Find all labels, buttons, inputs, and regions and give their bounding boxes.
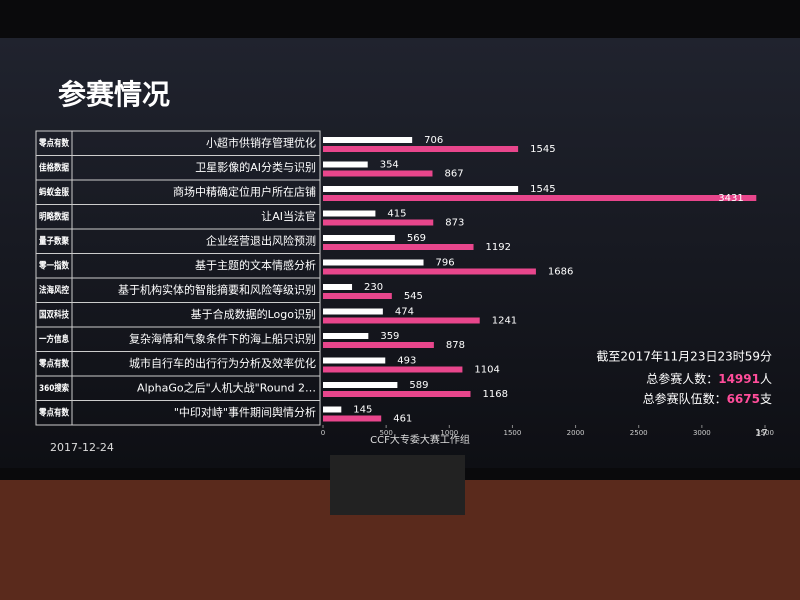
bar: [323, 342, 434, 348]
page-number: 17: [755, 428, 768, 439]
value-label: 545: [404, 291, 423, 302]
value-label: 878: [446, 340, 465, 351]
value-label: 569: [407, 233, 426, 244]
x-tick-label: 3000: [693, 429, 711, 437]
value-label: 3431: [718, 193, 743, 204]
value-label: 359: [380, 331, 399, 342]
value-label: 706: [424, 135, 443, 146]
footer: CCF大专委大赛工作组: [370, 433, 470, 446]
bar: [323, 317, 480, 324]
category-label: 基于合成数据的Logo识别: [191, 307, 316, 321]
sponsor-label: 国双科技: [39, 308, 70, 320]
value-label: 145: [353, 405, 372, 416]
value-label: 493: [397, 356, 416, 367]
value-label: 796: [436, 258, 455, 269]
sponsor-label: 零点有数: [38, 137, 70, 149]
note-label: 总参赛人数：: [646, 371, 718, 386]
bar: [323, 308, 383, 315]
bar: [323, 146, 519, 152]
sponsor-label: 一方信息: [39, 333, 69, 345]
value-label: 461: [393, 414, 412, 425]
sponsor-label: 佳格数据: [39, 161, 69, 173]
note-value: 14991: [718, 372, 760, 386]
sponsor-label: 零一指数: [38, 259, 70, 271]
category-label: 小超市供销存管理优化: [206, 135, 316, 149]
note-label: 总参赛队伍数：: [643, 391, 727, 406]
bar: [323, 382, 398, 388]
sponsor-label: 蚂蚁金服: [39, 186, 70, 198]
value-label: 1545: [530, 144, 555, 155]
note-unit: 支: [760, 392, 772, 406]
category-label: 企业经营退出风险预测: [206, 233, 316, 247]
value-label: 474: [395, 307, 414, 318]
category-label: AlphaGo之后"人机大战"Round 2…: [137, 380, 316, 394]
x-tick-label: 1500: [504, 429, 522, 437]
date: 2017-12-24: [50, 441, 114, 454]
category-label: "中印对峙"事件期间舆情分析: [174, 405, 316, 419]
bar: [323, 357, 386, 364]
chart-title: 参赛情况: [58, 78, 170, 111]
bar: [323, 415, 382, 422]
value-label: 1545: [530, 184, 555, 195]
note-unit: 人: [760, 372, 772, 386]
value-label: 873: [445, 218, 464, 229]
sponsor-label: 零点有数: [38, 357, 70, 369]
bar: [323, 259, 424, 266]
x-tick-label: 2500: [630, 429, 648, 437]
sponsor-label: 量子数聚: [39, 235, 70, 247]
category-label: 基于主题的文本情感分析: [195, 258, 316, 272]
sponsor-label: 法海风控: [39, 284, 69, 296]
bar: [323, 137, 413, 143]
value-label: 1168: [483, 389, 508, 400]
bar: [323, 195, 757, 201]
value-label: 1104: [474, 365, 499, 376]
value-label: 867: [444, 169, 463, 180]
bar: [323, 244, 474, 250]
bar: [323, 235, 395, 241]
sponsor-label: 360搜索: [39, 382, 69, 394]
bar: [323, 366, 463, 373]
value-label: 1241: [492, 316, 517, 327]
x-tick-label: 1000: [440, 429, 458, 437]
value-label: 230: [364, 282, 383, 293]
bar: [323, 161, 368, 168]
bar: [323, 219, 434, 226]
bar: [323, 391, 471, 397]
value-label: 1686: [548, 267, 573, 278]
category-label: 卫星影像的AI分类与识别: [195, 160, 316, 174]
bar: [323, 186, 519, 192]
bar: [323, 293, 392, 299]
x-tick-label: 3500: [756, 429, 774, 437]
x-tick-label: 500: [379, 429, 392, 437]
category-label: 基于机构实体的智能摘要和风险等级识别: [118, 282, 316, 296]
bar: [323, 333, 369, 339]
value-label: 1192: [486, 242, 511, 253]
bar: [323, 284, 353, 290]
category-label: 商场中精确定位用户所在店铺: [173, 184, 316, 198]
bar: [323, 268, 536, 275]
monitor: [330, 455, 465, 515]
note-cutoff: 截至2017年11月23日23时59分: [596, 350, 772, 364]
category-label: 让AI当法官: [261, 209, 316, 223]
sponsor-label: 明略数据: [39, 210, 69, 222]
category-label: 城市自行车的出行行为分析及效率优化: [129, 356, 316, 370]
note-participants: 总参赛人数：14991人: [646, 371, 772, 386]
bar: [323, 170, 433, 177]
note-teams: 总参赛队伍数：6675支: [643, 391, 772, 406]
category-label: 复杂海情和气象条件下的海上船只识别: [129, 331, 316, 345]
value-label: 415: [387, 209, 406, 220]
bar: [323, 406, 342, 413]
x-tick-label: 0: [321, 429, 325, 437]
value-label: 589: [409, 380, 428, 391]
bar: [323, 210, 376, 217]
x-tick-label: 2000: [567, 429, 585, 437]
note-value: 6675: [727, 392, 760, 406]
value-label: 354: [380, 160, 399, 171]
sponsor-label: 零点有数: [38, 406, 70, 418]
